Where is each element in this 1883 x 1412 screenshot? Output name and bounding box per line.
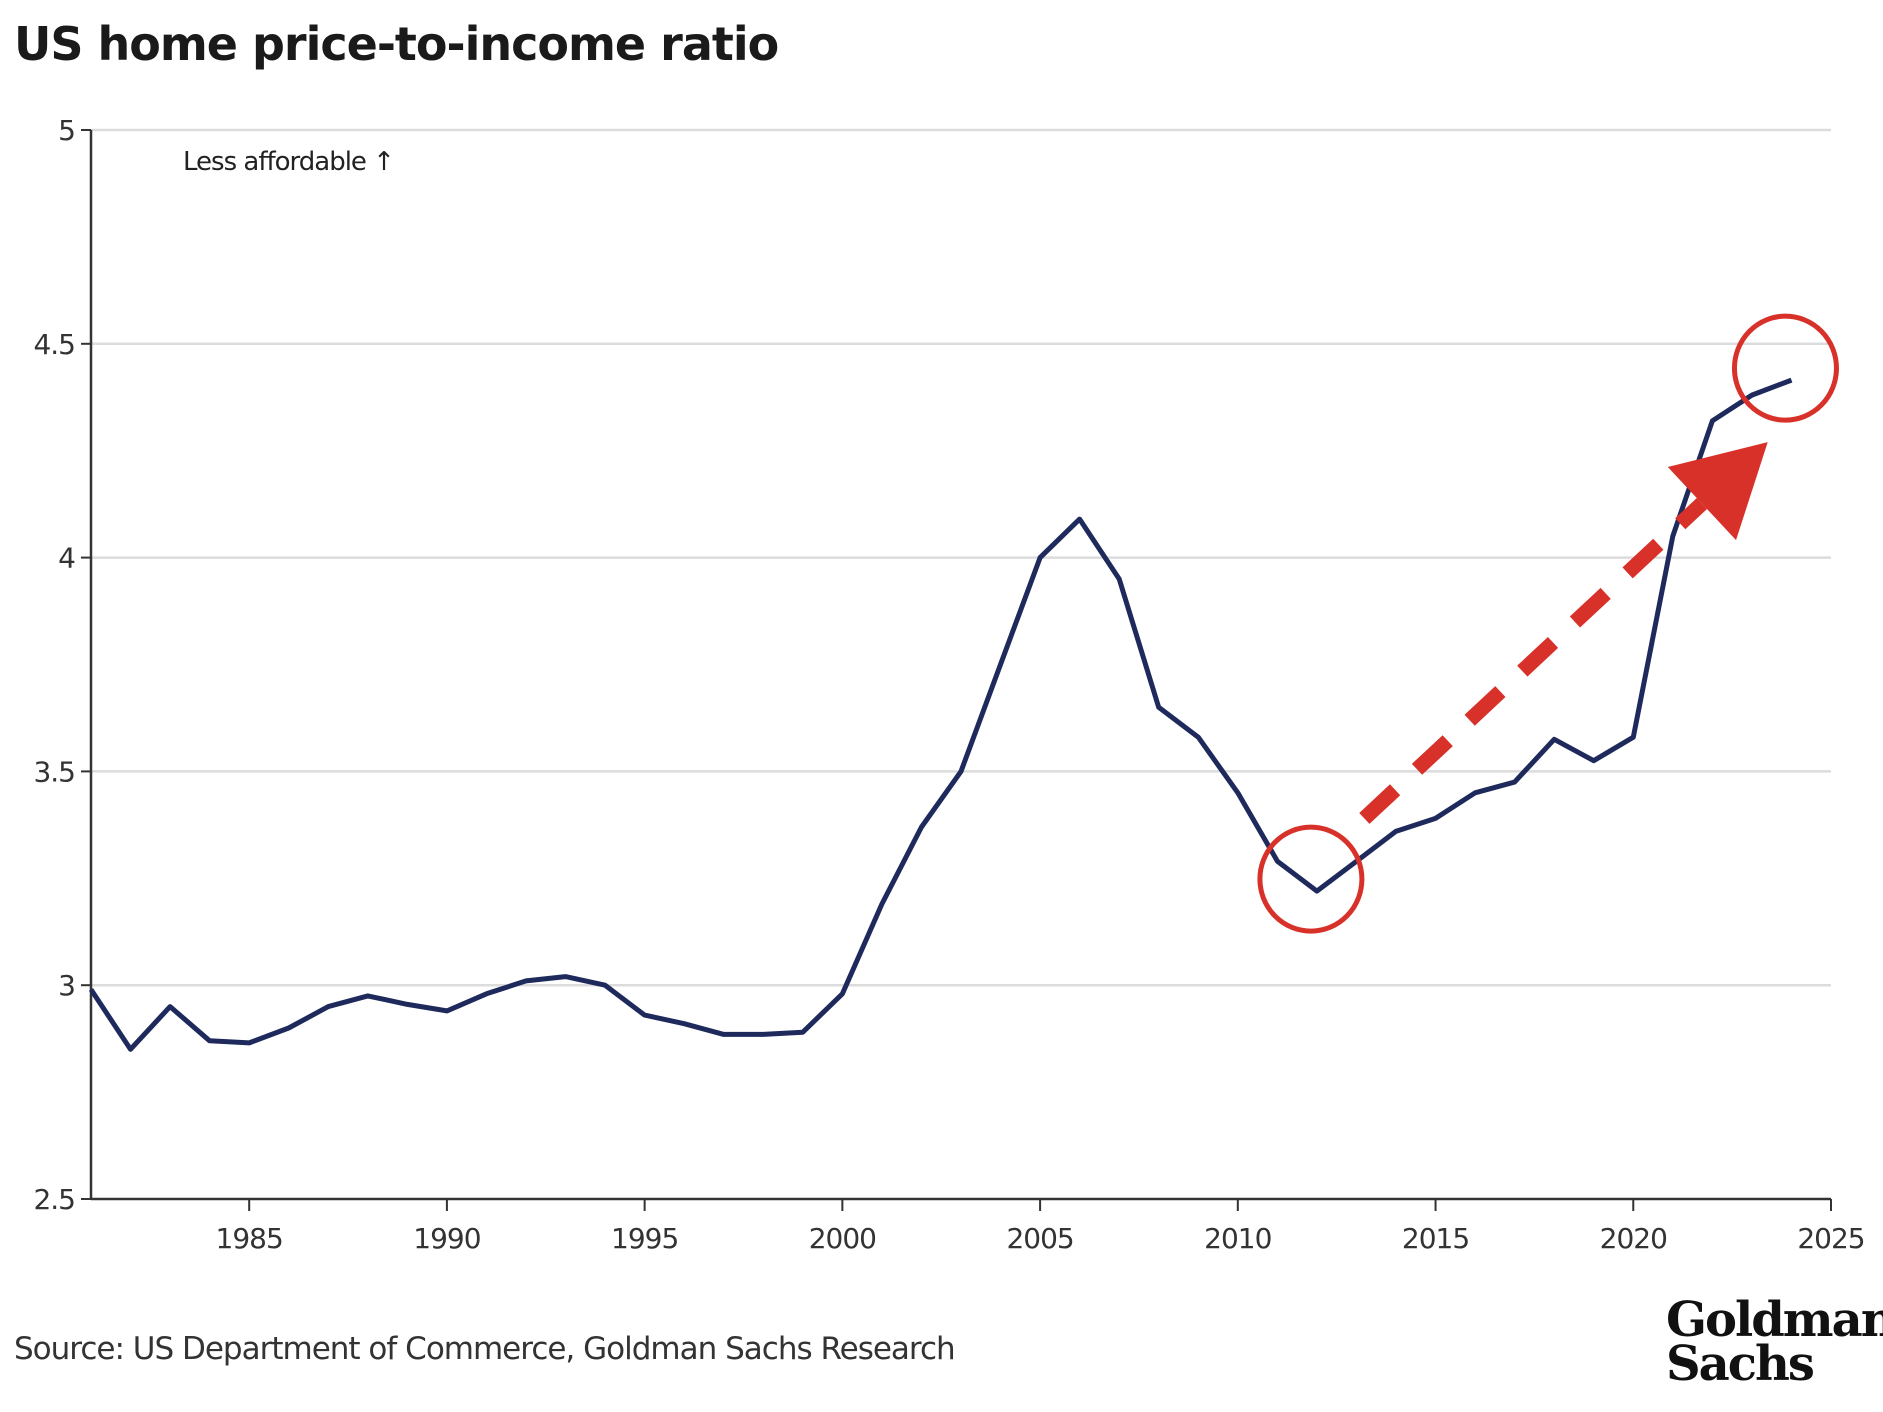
goldman-sachs-logo-line2: Sachs bbox=[1666, 1336, 1814, 1392]
highlight-circle bbox=[1731, 313, 1839, 423]
x-tick-label: 2025 bbox=[1797, 1222, 1864, 1255]
x-tick-label: 1990 bbox=[413, 1222, 480, 1255]
goldman-sachs-logo: Goldman bbox=[1666, 1292, 1883, 1348]
y-tick-label: 5 bbox=[58, 114, 75, 147]
y-tick-label: 3 bbox=[58, 969, 75, 1002]
y-tick-label: 3.5 bbox=[33, 755, 75, 788]
y-tick-label: 2.5 bbox=[33, 1183, 75, 1216]
trend-arrow-head bbox=[1667, 442, 1768, 541]
y-tick-label: 4 bbox=[58, 542, 75, 575]
x-tick-label: 2015 bbox=[1402, 1222, 1469, 1255]
highlight-circle bbox=[1257, 824, 1365, 934]
chart-title: US home price-to-income ratio bbox=[14, 17, 778, 71]
x-tick-label: 1995 bbox=[611, 1222, 678, 1255]
less-affordable-annotation: Less affordable ↑ bbox=[183, 147, 394, 177]
x-tick-label: 2020 bbox=[1600, 1222, 1667, 1255]
source-note: Source: US Department of Commerce, Goldm… bbox=[14, 1331, 955, 1367]
series-line bbox=[88, 377, 1793, 1052]
x-tick-label: 2010 bbox=[1204, 1222, 1271, 1255]
x-tick-label: 1985 bbox=[216, 1222, 283, 1255]
y-tick-label: 4.5 bbox=[33, 328, 75, 361]
trend-arrow-shaft bbox=[1359, 498, 1708, 824]
x-tick-label: 2005 bbox=[1006, 1222, 1073, 1255]
x-tick-label: 2000 bbox=[809, 1222, 876, 1255]
